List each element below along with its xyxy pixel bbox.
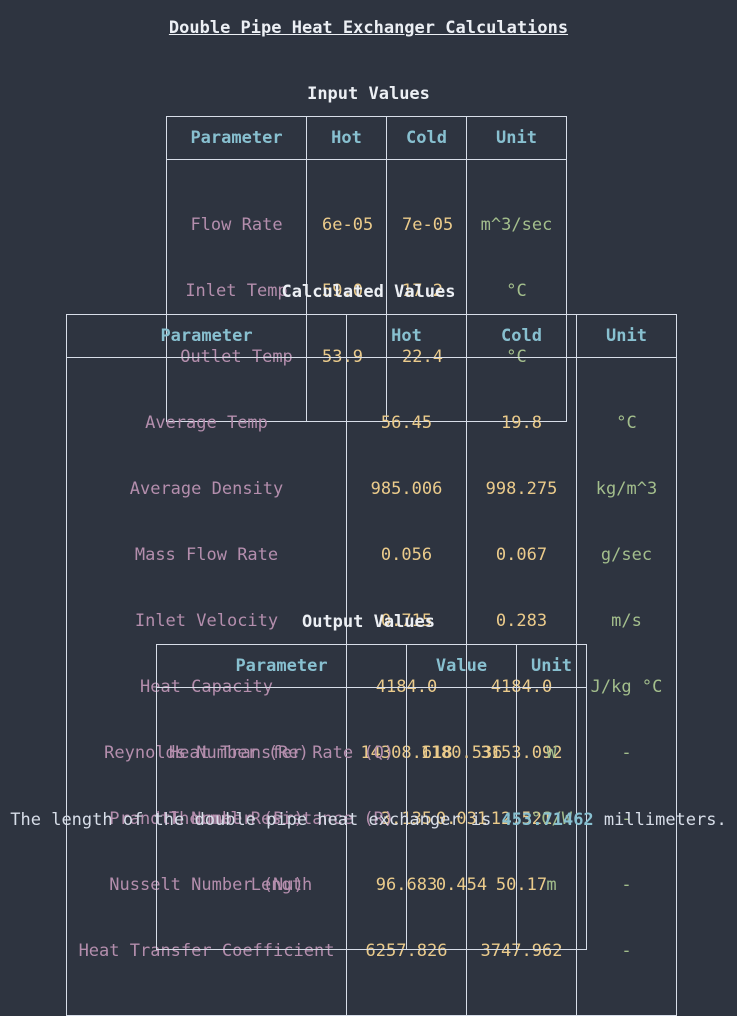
- parameter-label: Heat Transfer Rate (Q): [168, 743, 395, 763]
- cold-value: 0.067: [495, 545, 548, 565]
- parameter-label: Length: [250, 875, 313, 895]
- unit-label: °C: [616, 413, 637, 433]
- unit-label: -: [621, 875, 632, 895]
- page-title: Double Pipe Heat Exchanger Calculations: [168, 18, 569, 38]
- unit-label: °C: [506, 281, 527, 301]
- column-header: Hot: [346, 314, 467, 358]
- parameter-label: Inlet Temp: [185, 281, 288, 301]
- calculated-section-title: Calculated Values: [281, 282, 456, 302]
- cold-value: 0.283: [495, 611, 548, 631]
- parameter-label: Average Temp: [145, 413, 268, 433]
- column-header: Parameter: [156, 644, 407, 688]
- column-header: Unit: [516, 644, 587, 688]
- result-suffix: millimeters.: [593, 810, 727, 830]
- output-values-table: Parameter Value Unit Heat Transfer Rate …: [156, 644, 587, 950]
- output-section-title: Output Values: [301, 612, 436, 632]
- output-value: 0.031: [435, 809, 488, 829]
- hot-value: 59.0: [322, 281, 363, 301]
- hot-value: 985.006: [370, 479, 443, 499]
- unit-label: m: [546, 875, 557, 895]
- unit-label: m^3/sec: [480, 215, 553, 235]
- unit-label: °C/W: [531, 809, 572, 829]
- column-header: Hot: [306, 116, 387, 160]
- table-header-row: Parameter Hot Cold Unit: [166, 116, 567, 160]
- unit-label: -: [621, 809, 632, 829]
- unit-label: g/sec: [600, 545, 653, 565]
- output-value: 0.454: [435, 875, 488, 895]
- result-length-value: 453.71462: [501, 810, 594, 830]
- cold-value: 19.8: [501, 413, 542, 433]
- unit-label: -: [621, 743, 632, 763]
- table-header-row: Parameter Hot Cold Unit: [66, 314, 677, 358]
- output-value: 1180.536: [420, 743, 503, 763]
- unit-label: J/kg °C: [590, 677, 663, 697]
- parameter-label: Flow Rate: [190, 215, 283, 235]
- input-section-title: Input Values: [307, 84, 430, 104]
- column-header: Parameter: [166, 116, 307, 160]
- column-header: Unit: [466, 116, 567, 160]
- parameter-label: Average Density: [129, 479, 284, 499]
- hot-value: 0.056: [380, 545, 433, 565]
- hot-value: 0.715: [380, 611, 433, 631]
- unit-label: m/s: [611, 611, 642, 631]
- result-summary: The length of the double pipe heat excha…: [0, 809, 737, 831]
- column-header: Cold: [466, 314, 577, 358]
- column-header: Parameter: [66, 314, 347, 358]
- column-header: Unit: [576, 314, 677, 358]
- hot-value: 6e-05: [322, 215, 374, 235]
- column-header: Value: [406, 644, 517, 688]
- column-header: Cold: [386, 116, 467, 160]
- unit-label: -: [621, 941, 632, 961]
- parameter-label: Mass Flow Rate: [134, 545, 279, 565]
- result-prefix: The length of the double pipe heat excha…: [10, 810, 502, 830]
- parameter-label: Thermal Resistance (R): [168, 809, 395, 829]
- cold-value: 998.275: [485, 479, 558, 499]
- hot-value: 56.45: [380, 413, 433, 433]
- table-header-row: Parameter Value Unit: [156, 644, 587, 688]
- parameter-label: Inlet Velocity: [134, 611, 279, 631]
- unit-label: kg/m^3: [595, 479, 658, 499]
- unit-label: W: [546, 743, 557, 763]
- cold-value: 17.2: [402, 281, 443, 301]
- cold-value: 7e-05: [402, 215, 454, 235]
